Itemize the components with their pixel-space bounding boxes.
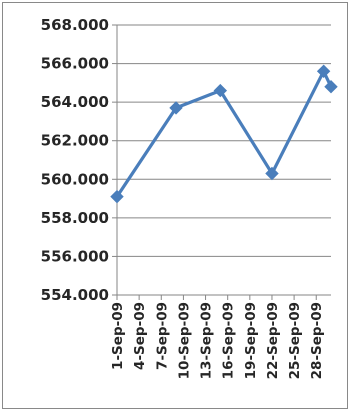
- data-point-marker: [110, 189, 124, 204]
- y-tick-label: 558.000: [41, 209, 109, 227]
- x-tick-label: 22-Sep-09: [265, 302, 281, 379]
- y-tick-label: 556.000: [41, 247, 109, 265]
- data-point-marker: [213, 83, 228, 98]
- y-tick-label: 568.000: [41, 16, 109, 34]
- x-tick-label: 13-Sep-09: [199, 302, 215, 379]
- line-chart: 554.000 556.000 558.000 560.000 562.000 564.0…: [41, 16, 338, 379]
- x-tick-label: 4-Sep-09: [132, 302, 148, 370]
- y-tick-label: 554.000: [41, 286, 109, 304]
- y-tick-label: 564.000: [41, 93, 109, 111]
- x-tick-label: 7-Sep-09: [154, 302, 170, 370]
- chart-area: 554.000 556.000 558.000 560.000 562.000 564.0…: [2, 2, 348, 409]
- x-tick-label: 16-Sep-09: [221, 302, 237, 379]
- x-tick-label: 25-Sep-09: [287, 302, 303, 379]
- x-tick-label: 28-Sep-09: [309, 302, 325, 379]
- data-point-marker: [169, 101, 183, 115]
- data-point-marker: [265, 166, 279, 181]
- x-tick-label: 19-Sep-09: [243, 302, 259, 379]
- x-tick-label: 1-Sep-09: [110, 302, 126, 370]
- y-tick-label: 566.000: [41, 55, 109, 73]
- x-tick-label: 10-Sep-09: [176, 302, 192, 379]
- y-tick-label: 560.000: [41, 170, 109, 188]
- data-point-marker: [324, 80, 338, 94]
- data-point-marker: [316, 64, 331, 78]
- y-tick-label: 562.000: [41, 132, 109, 150]
